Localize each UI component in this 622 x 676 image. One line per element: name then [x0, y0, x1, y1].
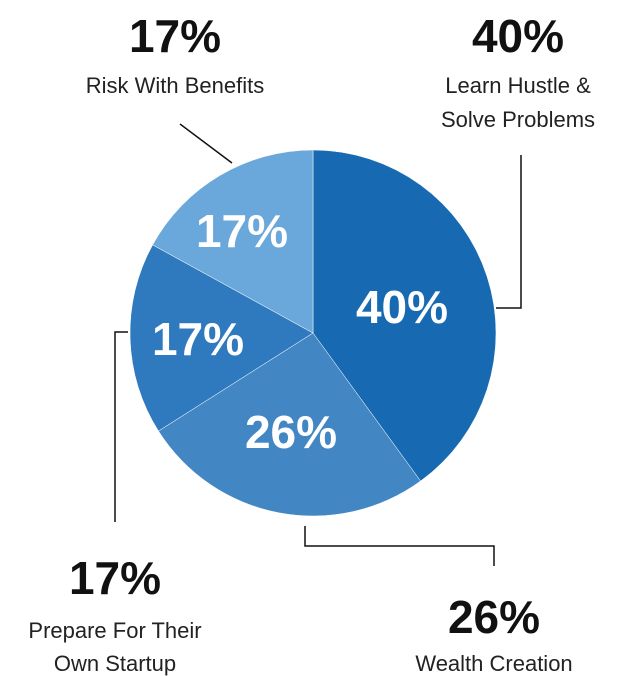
slice-3-inner-percent: 17%	[196, 205, 288, 257]
callout-risk-benefits-percent: 17%	[129, 10, 221, 62]
callout-wealth-creation-percent: 26%	[448, 591, 540, 643]
callout-wealth-creation-label: Wealth Creation	[415, 651, 572, 676]
pie-slice-wealth-creation	[158, 332, 421, 517]
callout-prepare-startup-percent: 17%	[69, 552, 161, 604]
leader-line-prepare-startup	[114, 331, 128, 522]
pie-slices	[129, 149, 497, 517]
pie-slice-learn-hustle	[312, 149, 497, 482]
callout-prepare-startup-label-line1: Prepare For Their	[28, 618, 201, 643]
slice-1-inner-percent: 26%	[245, 406, 337, 458]
callout-learn-hustle-label-line2: Solve Problems	[441, 107, 595, 132]
slice-0-inner-percent: 40%	[356, 281, 448, 333]
leader-lines	[114, 123, 522, 566]
pie-slice-risk-benefits	[152, 149, 314, 334]
leader-line-wealth-creation	[304, 526, 495, 566]
leader-line-risk-benefits	[179, 123, 233, 164]
leader-line-learn-hustle	[496, 155, 522, 309]
pie-slice-prepare-startup	[129, 244, 314, 432]
slice-2-inner-percent: 17%	[152, 313, 244, 365]
callout-learn-hustle-percent: 40%	[472, 10, 564, 62]
callout-prepare-startup-label-line2: Own Startup	[54, 651, 176, 676]
callout-risk-benefits-label: Risk With Benefits	[86, 73, 265, 98]
callout-learn-hustle-label-line1: Learn Hustle &	[445, 73, 591, 98]
